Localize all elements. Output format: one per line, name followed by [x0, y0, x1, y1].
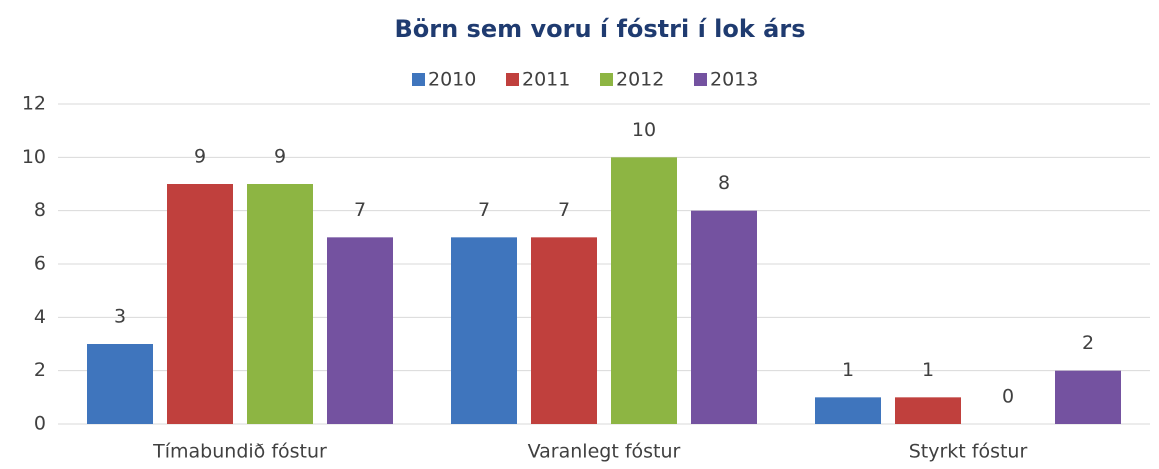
legend-swatch	[694, 73, 707, 86]
data-label: 3	[114, 306, 126, 328]
y-tick-label: 6	[34, 253, 46, 275]
chart-title: Börn sem voru í fóstri í lok árs	[394, 15, 805, 43]
bar	[167, 184, 233, 424]
x-tick-label: Styrkt fóstur	[909, 441, 1028, 463]
legend-label: 2013	[710, 69, 758, 91]
data-label: 8	[718, 172, 730, 194]
bar	[247, 184, 313, 424]
bar	[87, 344, 153, 424]
y-tick-label: 2	[34, 359, 46, 381]
x-tick-label: Tímabundið fóstur	[152, 441, 327, 463]
legend-swatch	[412, 73, 425, 86]
bar	[327, 237, 393, 424]
y-tick-label: 0	[34, 413, 46, 435]
y-tick-label: 10	[22, 146, 46, 168]
bar	[611, 157, 677, 425]
legend-label: 2011	[522, 69, 570, 91]
data-label: 7	[478, 199, 490, 221]
data-label: 9	[274, 146, 286, 168]
data-label: 2	[1082, 332, 1094, 354]
data-label: 0	[1002, 386, 1014, 408]
legend-swatch	[600, 73, 613, 86]
data-label: 1	[842, 359, 854, 381]
bar	[451, 237, 517, 424]
legend-label: 2012	[616, 69, 664, 91]
bar	[895, 397, 961, 424]
legend-swatch	[506, 73, 519, 86]
data-label: 10	[632, 119, 656, 141]
bar	[815, 397, 881, 424]
y-tick-label: 12	[22, 93, 46, 115]
data-label: 9	[194, 146, 206, 168]
data-label: 7	[558, 199, 570, 221]
y-tick-label: 4	[34, 306, 46, 328]
bar	[691, 210, 757, 424]
legend-label: 2010	[428, 69, 476, 91]
y-tick-label: 8	[34, 199, 46, 221]
data-label: 1	[922, 359, 934, 381]
x-tick-label: Varanlegt fóstur	[528, 441, 681, 463]
bar	[1055, 370, 1121, 424]
data-label: 7	[354, 199, 366, 221]
bar	[531, 237, 597, 424]
